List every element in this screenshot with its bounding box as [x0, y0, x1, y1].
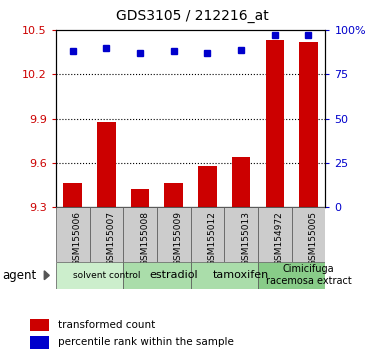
Text: Cimicifuga
racemosa extract: Cimicifuga racemosa extract — [266, 264, 352, 286]
Text: GSM155007: GSM155007 — [106, 211, 115, 267]
Bar — [299, 42, 318, 207]
Bar — [224, 207, 258, 262]
Text: percentile rank within the sample: percentile rank within the sample — [58, 337, 234, 347]
Bar — [191, 207, 224, 262]
Bar — [191, 262, 258, 289]
Text: GSM154972: GSM154972 — [275, 211, 284, 266]
Bar — [123, 207, 157, 262]
Bar — [232, 157, 250, 207]
Bar — [30, 336, 49, 349]
Text: GSM155012: GSM155012 — [208, 211, 216, 266]
Bar — [198, 166, 217, 207]
Bar — [258, 262, 325, 289]
Bar — [56, 207, 89, 262]
Text: agent: agent — [2, 269, 36, 282]
Text: GSM155005: GSM155005 — [308, 211, 318, 267]
Bar — [292, 207, 325, 262]
Bar — [123, 262, 191, 289]
Text: tamoxifen: tamoxifen — [213, 270, 269, 280]
Bar — [64, 183, 82, 207]
Text: GSM155006: GSM155006 — [73, 211, 82, 267]
Bar — [97, 121, 115, 207]
Text: estradiol: estradiol — [149, 270, 198, 280]
Text: GSM155009: GSM155009 — [174, 211, 183, 267]
Text: solvent control: solvent control — [73, 271, 140, 280]
Text: GDS3105 / 212216_at: GDS3105 / 212216_at — [116, 9, 269, 23]
Text: GSM155013: GSM155013 — [241, 211, 250, 267]
Text: GSM155008: GSM155008 — [140, 211, 149, 267]
Text: transformed count: transformed count — [58, 320, 155, 330]
Bar — [56, 262, 123, 289]
Bar — [266, 40, 284, 207]
Bar — [89, 207, 123, 262]
Bar — [30, 319, 49, 331]
Bar — [164, 183, 183, 207]
Bar — [157, 207, 191, 262]
Bar — [258, 207, 292, 262]
Bar — [131, 189, 149, 207]
Polygon shape — [44, 271, 49, 280]
